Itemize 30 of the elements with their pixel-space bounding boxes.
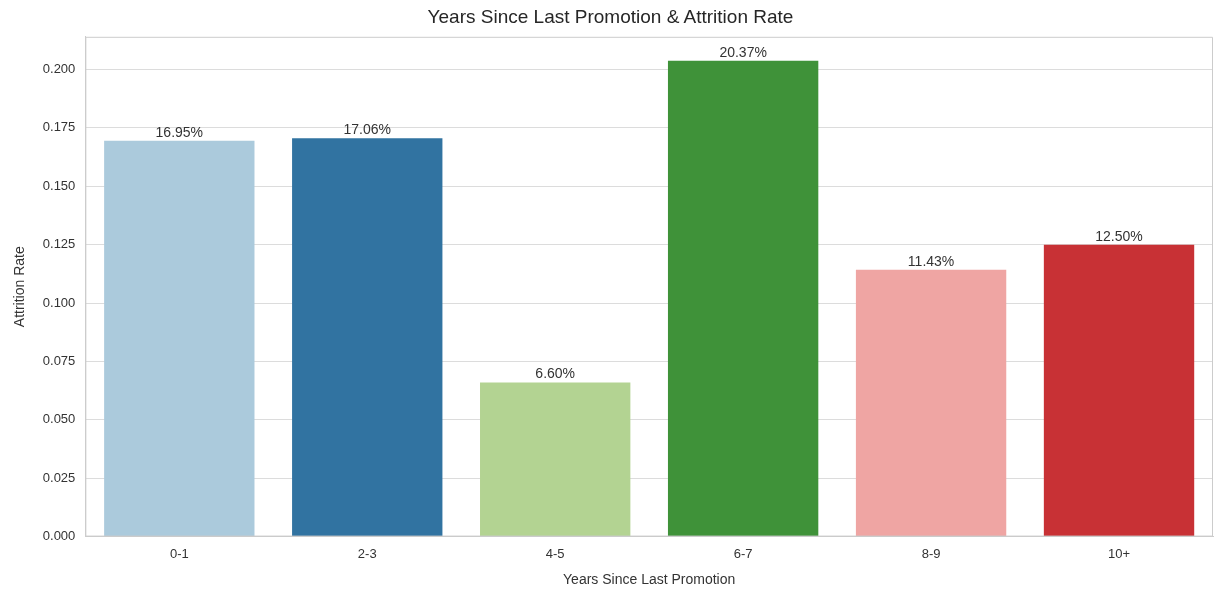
x-tick-label: 6-7: [733, 545, 753, 561]
bar: [480, 382, 631, 537]
y-tick-label: 0.025: [42, 469, 76, 485]
bar: [104, 140, 255, 537]
bar: [855, 269, 1007, 537]
x-tick-label: 10+: [1108, 545, 1131, 561]
x-tick-label: 0-1: [169, 545, 189, 561]
y-tick-label: 0.175: [42, 119, 76, 135]
y-tick-label: 0.100: [42, 294, 76, 310]
bar: [292, 138, 443, 537]
data-label: 17.06%: [343, 121, 391, 138]
y-tick-label: 0.000: [42, 528, 76, 544]
y-tick-label: 0.125: [42, 236, 76, 252]
x-axis-title: Years Since Last Promotion: [563, 571, 736, 588]
bar: [1043, 244, 1195, 537]
data-label: 16.95%: [155, 123, 204, 140]
data-label: 20.37%: [719, 43, 767, 60]
y-axis-title: Attrition Rate: [11, 246, 28, 328]
y-tick-label: 0.200: [42, 61, 76, 77]
bar: [667, 60, 819, 537]
x-tick-label: 8-9: [921, 545, 941, 561]
x-tick-label: 2-3: [357, 545, 377, 561]
data-label: 12.50%: [1095, 227, 1143, 244]
x-tick-label: 4-5: [545, 545, 565, 561]
chart-title: Years Since Last Promotion & Attrition Rate: [427, 5, 794, 27]
data-label: 11.43%: [907, 252, 955, 269]
y-tick-label: 0.050: [42, 411, 76, 427]
y-tick-label: 0.075: [42, 353, 76, 369]
data-label: 6.60%: [535, 365, 576, 382]
y-tick-label: 0.150: [42, 177, 76, 193]
